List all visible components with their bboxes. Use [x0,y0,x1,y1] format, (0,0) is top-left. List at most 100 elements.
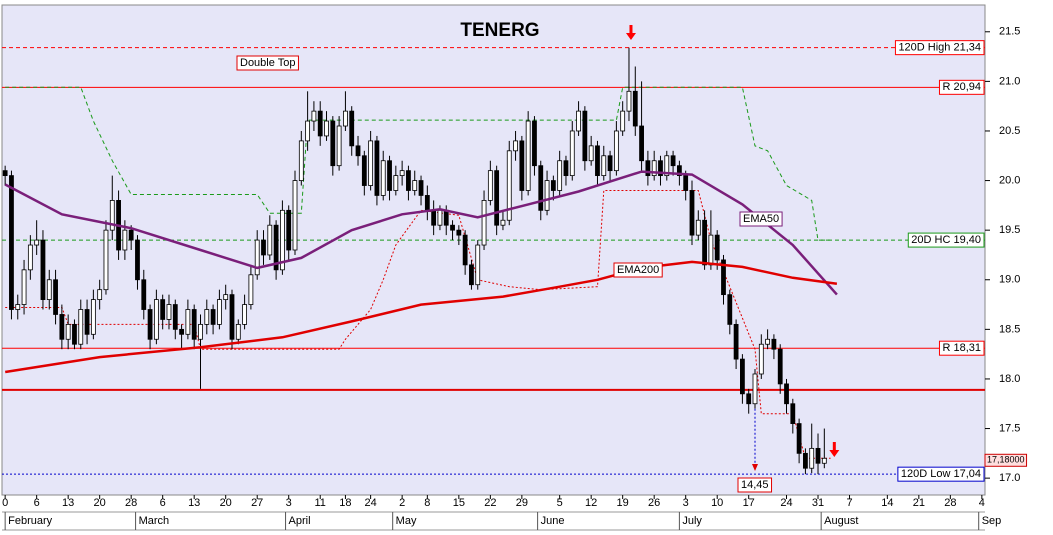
x-tick-label: 15 [453,497,465,509]
candle-body [437,209,443,226]
candle-body [399,170,405,177]
candle-body [784,383,789,405]
candle-body [821,457,827,464]
candle-body [450,224,455,231]
x-tick-label: 5 [557,497,563,509]
candle-body [2,170,8,177]
candle-body [651,160,657,177]
x-tick-label: 28 [944,497,956,509]
candle-body [803,452,808,469]
y-tick-label: 18.5 [999,323,1020,335]
candle-body [103,229,109,291]
x-tick-label: 14 [881,497,893,509]
last-price-box [984,453,1028,467]
candle-body [481,200,487,246]
y-tick-label: 21.5 [999,26,1020,38]
candle-body [475,244,481,286]
candle-body [172,304,178,330]
candle-body [670,155,676,167]
y-tick-label: 20.0 [999,174,1020,186]
candle-body [721,259,726,296]
x-tick-label: 22 [484,497,496,509]
candle-body [72,323,77,345]
candle-body [380,160,386,196]
candle-body [27,244,33,271]
x-tick-label: 8 [424,497,430,509]
month-label: July [682,515,702,527]
candle-body [135,239,140,281]
overlay-line [5,86,831,241]
x-tick-label: 19 [617,497,629,509]
candle-body [355,145,361,157]
month-label: March [139,515,170,527]
candle-body [59,314,65,340]
candle-body [15,304,21,310]
candle-body [563,160,569,177]
candle-body [361,155,367,186]
month-label: June [541,515,565,527]
candle-body [771,338,777,350]
candle-body [664,155,670,177]
candle-body [752,373,758,405]
candle-body [216,299,222,325]
x-tick-label: 26 [648,497,660,509]
level-label-box [938,79,985,95]
candle-body [53,279,58,315]
annotation-box [737,477,773,493]
candle-body [78,309,84,345]
candle-body [487,170,493,201]
level-label-box [938,340,985,356]
level-label: R 20,94 [942,81,981,93]
level-label: 20D HC 19,40 [911,234,981,246]
candle-body [796,423,802,454]
candle-body [311,110,317,122]
x-tick-label: 10 [711,497,723,509]
candle-body [160,299,166,320]
candle-body [513,140,518,152]
candle-body [179,328,184,335]
candle-body [582,110,588,162]
candle-body [387,160,392,191]
candle-body [191,309,197,340]
x-tick-label: 31 [812,497,824,509]
x-tick-label: 18 [339,497,351,509]
candle-body [683,175,689,191]
candle-body [689,190,695,236]
y-tick-label: 19.0 [999,274,1020,286]
candle-body [708,234,714,266]
candle-body [532,120,537,167]
candle-body [443,209,449,226]
candle-body [210,309,216,325]
month-label: Sep [982,515,1002,527]
series-label-box [613,262,663,278]
candle-body [626,90,632,112]
candle-body [758,343,764,375]
level-label-box [894,40,985,56]
candle-body [254,239,260,276]
candle-body [109,200,115,231]
candle-body [658,160,663,177]
x-tick-label: 20 [220,497,232,509]
x-tick-label: 21 [913,497,925,509]
candle-body [147,309,153,340]
signal-arrow [829,442,840,457]
y-tick-label: 18.0 [999,373,1020,385]
x-tick-label: 27 [251,497,263,509]
level-label-box [907,232,985,248]
candle-body [46,279,52,300]
candle-body [790,403,796,424]
y-tick-label: 17.0 [999,472,1020,484]
series-label: EMA200 [617,264,659,276]
candle-body [815,447,821,464]
candle-body [84,309,90,335]
candle-body [286,209,292,251]
level-label: 120D High 21,34 [898,42,981,54]
x-tick-label: 28 [125,497,137,509]
candle-body [90,299,96,335]
candle-body [223,294,229,300]
candle-body [519,140,525,191]
plot-area [1,4,986,496]
candle-body [166,304,172,320]
level-label: R 18,31 [942,342,981,354]
candle-body [229,294,235,340]
